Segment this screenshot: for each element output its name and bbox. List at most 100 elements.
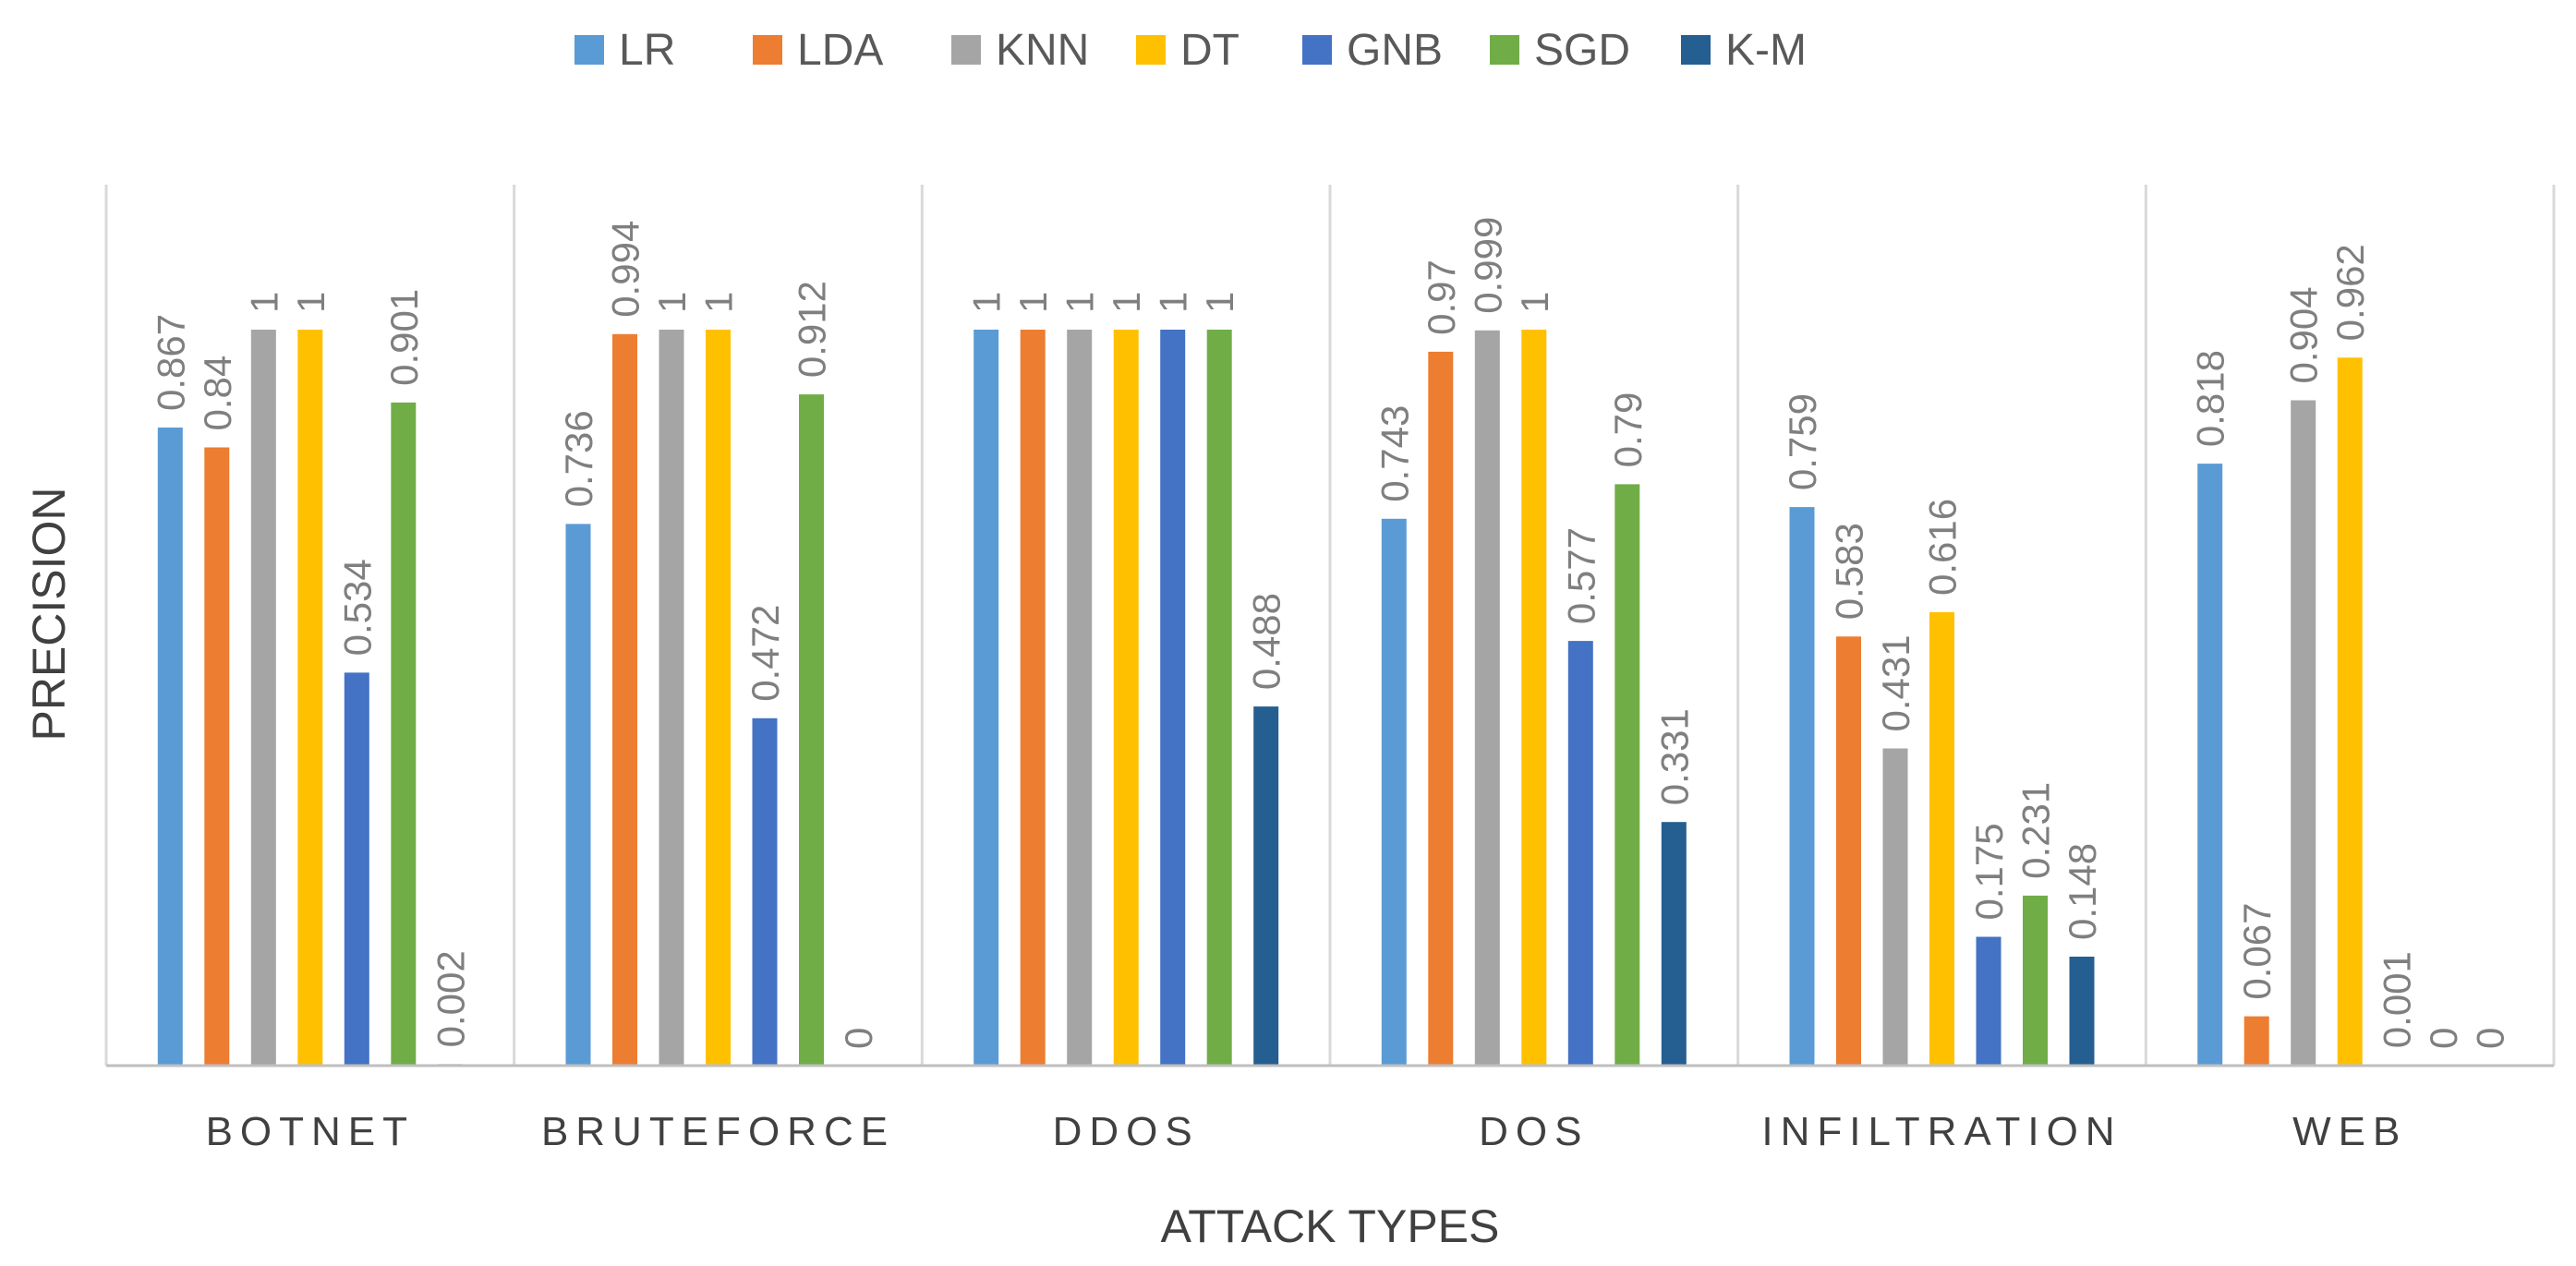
- data-label-lda-bruteforce: 0.994: [604, 221, 647, 318]
- data-label-knn-dos: 0.999: [1466, 217, 1509, 314]
- data-label-k-m-web: 0: [2469, 1028, 2512, 1049]
- bar-sgd-ddos: [1206, 330, 1232, 1066]
- legend-swatch-gnb: [1302, 35, 1332, 65]
- data-label-gnb-web: 0.001: [2376, 951, 2419, 1048]
- bar-lda-botnet: [204, 447, 230, 1066]
- data-label-dt-botnet: 1: [289, 292, 333, 313]
- bar-lr-infiltration: [1789, 507, 1815, 1066]
- category-label-ddos: DDOS: [1053, 1109, 1200, 1154]
- bar-k-m-infiltration: [2069, 957, 2095, 1066]
- legend-label-knn: KNN: [996, 26, 1089, 75]
- data-label-knn-web: 0.904: [2282, 286, 2326, 383]
- data-label-sgd-web: 0: [2422, 1028, 2465, 1049]
- legend-label-dt: DT: [1180, 26, 1240, 75]
- bar-lda-infiltration: [1836, 636, 1861, 1066]
- legend: LR LDA KNN DT GNB SGD K-M: [574, 26, 1807, 75]
- bar-lda-ddos: [1020, 330, 1046, 1066]
- data-label-lr-ddos: 1: [965, 292, 1009, 313]
- data-label-gnb-infiltration: 0.175: [1967, 823, 2011, 920]
- data-label-sgd-dos: 0.79: [1606, 392, 1650, 468]
- bar-dt-ddos: [1113, 330, 1139, 1066]
- bar-lr-botnet: [157, 428, 183, 1066]
- data-label-gnb-ddos: 1: [1152, 292, 1195, 313]
- category-label-botnet: BOTNET: [206, 1109, 415, 1154]
- bar-sgd-botnet: [391, 402, 417, 1066]
- y-axis-title: PRECISION: [23, 487, 75, 741]
- data-label-k-m-infiltration: 0.148: [2061, 843, 2104, 940]
- data-label-k-m-botnet: 0.002: [429, 950, 472, 1047]
- bar-gnb-ddos: [1160, 330, 1186, 1066]
- bar-sgd-bruteforce: [799, 394, 824, 1067]
- bar-lr-bruteforce: [565, 524, 591, 1066]
- data-label-knn-botnet: 1: [242, 292, 285, 313]
- category-dividers: [104, 185, 2556, 1066]
- category-label-dos: DOS: [1479, 1109, 1589, 1154]
- data-label-k-m-ddos: 0.488: [1245, 593, 1288, 690]
- bar-k-m-dos: [1661, 822, 1687, 1066]
- bar-lda-web: [2243, 1016, 2269, 1066]
- bar-sgd-infiltration: [2023, 895, 2048, 1066]
- data-label-dt-infiltration: 0.616: [1921, 499, 1965, 596]
- legend-label-lr: LR: [619, 26, 675, 75]
- legend-label-gnb: GNB: [1347, 26, 1443, 75]
- bar-knn-botnet: [250, 330, 276, 1066]
- bar-dt-web: [2337, 357, 2363, 1066]
- legend-swatch-lda: [753, 35, 782, 65]
- data-label-lda-web: 0.067: [2235, 902, 2279, 999]
- bar-gnb-botnet: [344, 672, 369, 1066]
- data-label-lda-infiltration: 0.583: [1828, 523, 1871, 620]
- data-label-lda-dos: 0.97: [1420, 259, 1463, 335]
- data-label-dt-web: 0.962: [2328, 244, 2372, 341]
- data-label-gnb-botnet: 0.534: [335, 559, 379, 656]
- data-label-sgd-bruteforce: 0.912: [791, 281, 834, 378]
- data-label-dt-dos: 1: [1513, 292, 1556, 313]
- bar-dt-botnet: [297, 330, 323, 1066]
- bar-k-m-ddos: [1253, 706, 1279, 1066]
- bar-knn-dos: [1474, 330, 1500, 1066]
- bar-sgd-dos: [1615, 484, 1640, 1066]
- data-label-lr-infiltration: 0.759: [1781, 393, 1824, 490]
- bar-gnb-infiltration: [1976, 936, 2002, 1066]
- bar-dt-infiltration: [1929, 612, 1954, 1066]
- data-label-knn-infiltration: 0.431: [1874, 634, 1917, 731]
- data-label-gnb-bruteforce: 0.472: [744, 605, 787, 702]
- data-label-k-m-dos: 0.331: [1652, 708, 1696, 805]
- data-label-sgd-ddos: 1: [1198, 292, 1241, 313]
- legend-swatch-dt: [1136, 35, 1166, 65]
- data-label-lda-ddos: 1: [1011, 292, 1055, 313]
- data-label-dt-bruteforce: 1: [697, 292, 741, 313]
- legend-label-k-m: K-M: [1725, 26, 1807, 75]
- data-label-knn-ddos: 1: [1058, 292, 1102, 313]
- data-label-lr-bruteforce: 0.736: [557, 410, 600, 507]
- bar-dt-bruteforce: [706, 330, 731, 1066]
- data-label-lr-botnet: 0.867: [149, 314, 192, 411]
- bar-lda-dos: [1428, 351, 1454, 1066]
- data-label-lr-dos: 0.743: [1373, 405, 1416, 502]
- bar-knn-web: [2291, 400, 2316, 1066]
- bar-lr-web: [2197, 464, 2223, 1067]
- bar-lr-dos: [1381, 518, 1407, 1066]
- data-label-sgd-botnet: 0.901: [382, 289, 426, 386]
- data-label-knn-bruteforce: 1: [650, 292, 694, 313]
- category-label-web: WEB: [2292, 1109, 2407, 1154]
- category-label-bruteforce: BRUTEFORCE: [541, 1109, 895, 1154]
- bar-lr-ddos: [974, 330, 999, 1066]
- data-label-dt-ddos: 1: [1105, 292, 1148, 313]
- data-label-gnb-dos: 0.577: [1559, 527, 1602, 624]
- legend-swatch-knn: [951, 35, 981, 65]
- category-label-infiltration: INFILTRATION: [1761, 1109, 2122, 1154]
- bar-gnb-bruteforce: [752, 717, 778, 1066]
- legend-swatch-lr: [574, 35, 604, 65]
- data-label-lda-botnet: 0.84: [196, 356, 239, 431]
- x-axis-title: ATTACK TYPES: [1161, 1200, 1500, 1252]
- data-label-lr-web: 0.818: [2189, 350, 2232, 447]
- bar-gnb-dos: [1567, 641, 1593, 1066]
- bar-knn-infiltration: [1882, 748, 1908, 1066]
- data-label-k-m-bruteforce: 0: [837, 1028, 880, 1049]
- category-labels: BOTNET BRUTEFORCE DDOS DOS INFILTRATION WEB: [206, 1109, 2407, 1154]
- bars: [157, 330, 2410, 1067]
- legend-label-lda: LDA: [797, 26, 883, 75]
- legend-swatch-sgd: [1490, 35, 1519, 65]
- bar-knn-ddos: [1067, 330, 1093, 1066]
